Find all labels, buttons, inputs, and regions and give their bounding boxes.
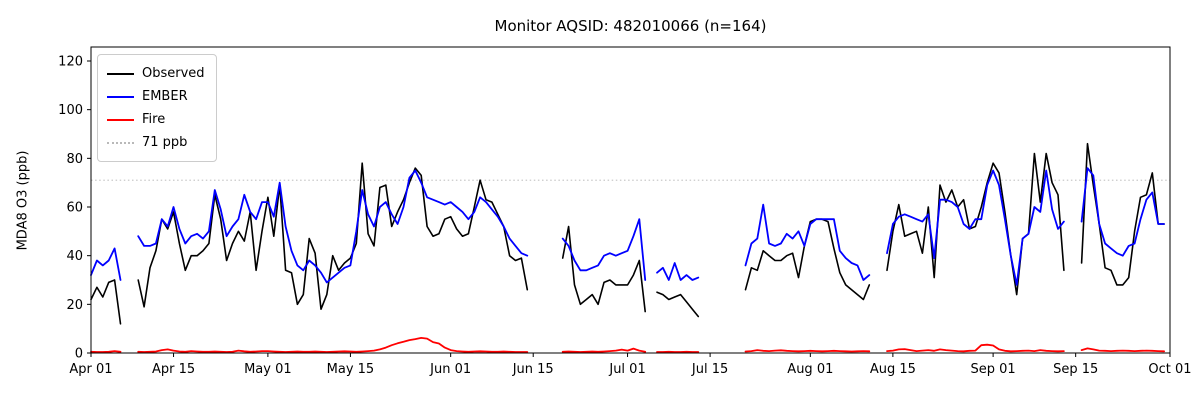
y-tick-label: 20: [66, 298, 83, 313]
series-line-ember: [137, 169, 529, 284]
series-line-fire: [744, 349, 871, 353]
series-line-fire: [137, 336, 529, 353]
series-line-observed: [137, 162, 529, 311]
x-tick-label: Sep 01: [971, 362, 1016, 377]
legend-label: 71 ppb: [142, 135, 188, 150]
x-tick-label: Jul 15: [691, 362, 728, 377]
x-tick-label: Apr 15: [152, 362, 195, 377]
y-tick-label: 120: [58, 55, 83, 70]
series-line-observed: [656, 291, 700, 318]
x-tick-label: May 01: [244, 362, 292, 377]
legend-label: Fire: [142, 112, 166, 127]
series-line-fire: [886, 343, 1065, 353]
series-line-ember: [1080, 167, 1165, 257]
series-line-ember: [90, 247, 122, 281]
y-tick-label: 100: [58, 103, 83, 118]
x-tick-label: Jun 01: [429, 362, 471, 377]
x-tick-label: Sep 15: [1053, 362, 1098, 377]
legend: Observed EMBER Fire 71 ppb: [97, 54, 217, 162]
x-tick-label: Jun 15: [512, 362, 554, 377]
y-tick-label: 0: [75, 347, 83, 362]
legend-entry-ember: EMBER: [107, 85, 205, 108]
series-line-ember: [886, 169, 1065, 286]
legend-label: Observed: [142, 66, 205, 81]
series-line-fire: [561, 347, 647, 353]
y-tick-label: 60: [66, 201, 83, 216]
x-tick-label: Apr 01: [69, 362, 112, 377]
x-tick-label: May 15: [327, 362, 375, 377]
series-line-fire: [90, 350, 122, 353]
legend-entry-observed: Observed: [107, 62, 205, 85]
fire-line-swatch: [107, 118, 134, 121]
series-line-ember: [744, 203, 871, 281]
chart-title: Monitor AQSID: 482010066 (n=164): [494, 17, 767, 35]
series-line-fire: [1080, 347, 1165, 353]
threshold-line-swatch: [107, 141, 134, 144]
legend-entry-threshold: 71 ppb: [107, 131, 205, 154]
observed-line-swatch: [107, 72, 134, 75]
series-line-observed: [1080, 142, 1165, 286]
x-tick-label: Aug 01: [787, 362, 833, 377]
legend-entry-fire: Fire: [107, 108, 205, 131]
x-tick-label: Jul 01: [608, 362, 645, 377]
plot-frame: [90, 46, 1171, 354]
series-line-ember: [656, 262, 700, 281]
x-tick-label: Oct 01: [1148, 362, 1191, 377]
ember-line-swatch: [107, 95, 134, 98]
series-line-ember: [561, 218, 647, 281]
x-tick-label: Aug 15: [870, 362, 916, 377]
series-line-observed: [90, 279, 122, 325]
series-line-observed: [744, 218, 871, 301]
series-line-observed: [561, 225, 647, 313]
y-tick-label: 80: [66, 152, 83, 167]
legend-label: EMBER: [142, 89, 188, 104]
series-line-observed: [886, 152, 1065, 296]
y-tick-label: 40: [66, 249, 83, 264]
